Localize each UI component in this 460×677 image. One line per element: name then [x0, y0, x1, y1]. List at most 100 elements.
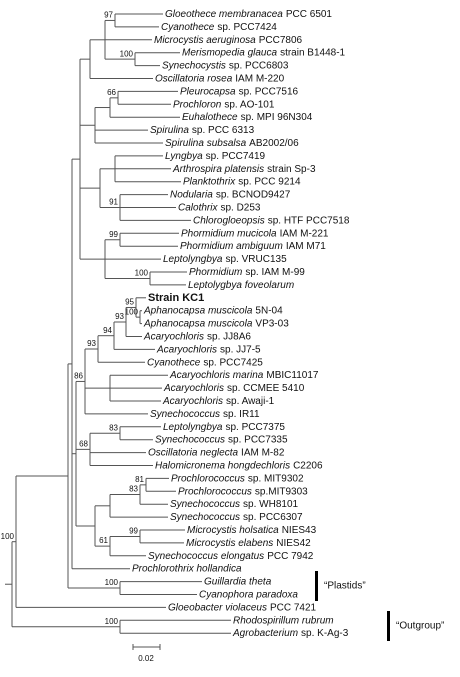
bootstrap-value: 66: [107, 88, 116, 97]
leaf-label: Acaryochloris sp. CCMEE 5410: [163, 383, 305, 394]
leaf-label: Synechocystis sp. PCC6803: [162, 60, 289, 71]
leaf-label: Acaryochloris sp. JJ8A6: [143, 331, 251, 342]
leaf-label: Phormidium sp. IAM M-99: [189, 267, 305, 278]
bootstrap-value: 91: [109, 198, 118, 207]
leaf-text: sp. PCC7419: [206, 151, 266, 162]
leaf-italic: Synechococcus: [170, 512, 240, 523]
bootstrap-value: 99: [109, 230, 118, 239]
leaf-italic: Prochlorococcus: [178, 486, 252, 497]
bootstrap-value: 100: [105, 617, 119, 626]
leaf-italic: Oscillatoria neglecta: [148, 447, 238, 458]
leaf-text: IAM M-82: [241, 447, 285, 458]
leaf-label: Acaryochloris sp. JJ7-5: [156, 344, 261, 355]
leaf-label: Phormidium mucicola IAM M-221: [181, 228, 329, 239]
leaf-italic: Halomicronema hongdechloris: [155, 460, 290, 471]
leaf-text: sp. PCC7516: [239, 86, 299, 97]
leaf-italic: Leptolygbya foveolarum: [188, 280, 294, 291]
leaf-text: strain B1448-1: [280, 47, 345, 58]
bootstrap-value: 93: [87, 339, 96, 348]
leaf-label: Phormidium ambiguum IAM M71: [180, 241, 326, 252]
leaf-italic: Prochloron: [173, 99, 222, 110]
leaf-label: Microcystis aeruginosa PCC7806: [154, 34, 303, 45]
leaf-label: Calothrix sp. D253: [178, 202, 261, 213]
leaf-text: PCC7806: [259, 34, 303, 45]
plastids-bar: [315, 571, 318, 601]
leaf-text: sp. MIT9302: [248, 473, 304, 484]
leaf-text: PCC 6501: [286, 9, 333, 20]
bootstrap-value: 100: [135, 269, 149, 278]
leaf-bold: Strain KC1: [148, 292, 204, 304]
bootstrap-value: 100: [1, 532, 15, 541]
bootstrap-value: 100: [120, 49, 134, 58]
scale-bar-label: 0.02: [138, 654, 154, 663]
leaf-text: sp. PCC 6313: [192, 125, 255, 136]
leaf-label: Rhodospirillum rubrum: [233, 615, 334, 626]
leaf-italic: Acaryochloris marina: [169, 370, 264, 381]
leaf-text: sp. Awaji-1: [226, 396, 275, 407]
leaf-label: Agrobacterium sp. K-Ag-3: [232, 628, 349, 639]
outgroup-bar: [387, 611, 390, 641]
leaf-italic: Pleurocapsa: [180, 86, 236, 97]
leaf-text: sp. PCC7425: [203, 357, 263, 368]
leaf-italic: Guillardia theta: [204, 576, 272, 587]
leaf-italic: Gloeothece membranacea: [165, 9, 283, 20]
leaf-italic: Rhodospirillum rubrum: [233, 615, 334, 626]
leaf-text: C2206: [293, 460, 323, 471]
leaf-italic: Synechococcus elongatus: [148, 550, 264, 561]
leaf-text: NIES43: [282, 525, 317, 536]
leaf-italic: Synechococcus: [155, 434, 225, 445]
leaf-text: sp. PCC7375: [226, 421, 286, 432]
leaf-italic: Phormidium: [189, 267, 242, 278]
leaf-text: sp. PCC6307: [243, 512, 303, 523]
bootstrap-value: 100: [105, 578, 119, 587]
bootstrap-value: 93: [115, 312, 124, 321]
leaf-text: sp. PCC7424: [217, 22, 277, 33]
leaf-italic: Oscillatoria rosea: [155, 73, 233, 84]
leaf-label: Leptolyngbya sp. PCC7375: [163, 421, 285, 432]
leaf-italic: Lyngbya: [165, 151, 203, 162]
leaf-text: sp. IR11: [223, 409, 260, 420]
leaf-label: Microcystis elabens NIES42: [186, 538, 311, 549]
leaf-text: 5N-04: [255, 305, 283, 316]
leaf-text: sp. PCC6803: [229, 60, 289, 71]
leaf-label: Acaryochloris marina MBIC11017: [169, 370, 319, 381]
leaf-text: sp. AO-101: [224, 99, 274, 110]
bootstrap-value: 86: [74, 372, 83, 381]
leaf-italic: Gloeobacter violaceus: [168, 602, 267, 613]
leaf-label: Cyanothece sp. PCC7425: [147, 357, 263, 368]
leaf-label: Acaryochloris sp. Awaji-1: [162, 396, 275, 407]
leaf-italic: Acaryochloris: [162, 396, 223, 407]
leaf-italic: Cyanophora paradoxa: [199, 589, 298, 600]
leaf-text: IAM M-220: [235, 73, 284, 84]
leaf-text: sp. IAM M-99: [245, 267, 305, 278]
leaf-italic: Chlorogloeopsis: [193, 215, 265, 226]
leaf-italic: Merismopedia glauca: [182, 47, 277, 58]
leaf-italic: Leptolyngbya: [163, 421, 223, 432]
bootstrap-value: 83: [109, 423, 118, 432]
leaf-label: Gloeothece membranacea PCC 6501: [165, 9, 332, 20]
leaf-italic: Microcystis elabens: [186, 538, 273, 549]
leaf-label: Chlorogloeopsis sp. HTF PCC7518: [193, 215, 350, 226]
leaf-italic: Planktothrix: [183, 176, 236, 187]
leaf-label: Aphanocapsa muscicola VP3-03: [143, 318, 289, 329]
plastids-label: “Plastids”: [324, 581, 366, 592]
leaf-label: Spirulina subsalsa AB2002/06: [165, 138, 299, 149]
leaf-label: Synechococcus sp. PCC7335: [155, 434, 288, 445]
leaf-text: sp. PCC 9214: [238, 176, 301, 187]
leaf-label: Oscillatoria neglecta IAM M-82: [148, 447, 285, 458]
leaf-italic: Cyanothece: [161, 22, 215, 33]
bootstrap-value: 100: [125, 307, 139, 316]
leaf-italic: Cyanothece: [147, 357, 201, 368]
leaf-italic: Aphanocapsa muscicola: [143, 318, 253, 329]
leaf-label: Prochlorococcus sp. MIT9302: [171, 473, 304, 484]
leaf-label: Microcystis holsatica NIES43: [187, 525, 317, 536]
leaf-label: Cyanophora paradoxa: [199, 589, 298, 600]
leaf-label: Synechococcus elongatus PCC 7942: [148, 550, 314, 561]
bootstrap-value: 94: [103, 326, 112, 335]
leaf-text: strain Sp-3: [267, 163, 316, 174]
leaf-text: sp. WH8101: [243, 499, 298, 510]
leaf-text: AB2002/06: [249, 138, 299, 149]
leaf-italic: Arthrospira platensis: [172, 163, 264, 174]
leaf-text: VP3-03: [255, 318, 289, 329]
